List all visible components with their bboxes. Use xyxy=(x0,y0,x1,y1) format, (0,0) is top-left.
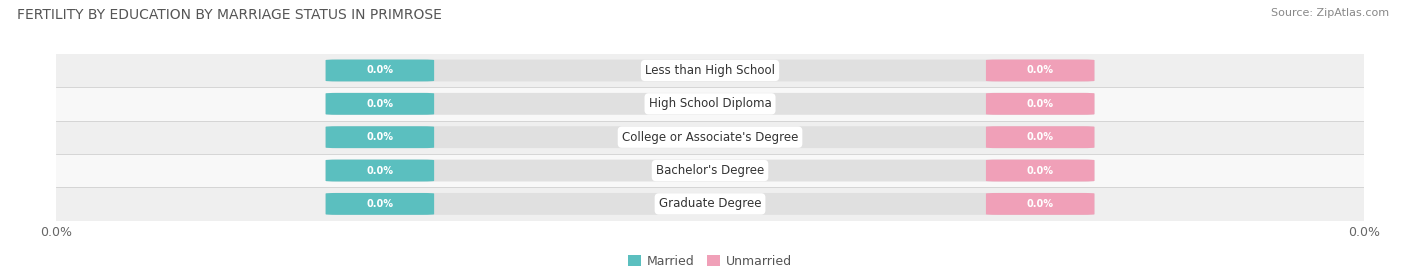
Text: Graduate Degree: Graduate Degree xyxy=(659,197,761,210)
FancyBboxPatch shape xyxy=(326,59,434,82)
Text: 0.0%: 0.0% xyxy=(367,199,394,209)
Bar xyxy=(56,54,1364,87)
FancyBboxPatch shape xyxy=(986,59,1094,82)
Text: Source: ZipAtlas.com: Source: ZipAtlas.com xyxy=(1271,8,1389,18)
FancyBboxPatch shape xyxy=(326,126,434,148)
FancyBboxPatch shape xyxy=(986,126,1094,148)
FancyBboxPatch shape xyxy=(986,93,1094,115)
FancyBboxPatch shape xyxy=(326,160,1094,182)
FancyBboxPatch shape xyxy=(326,160,434,182)
FancyBboxPatch shape xyxy=(326,193,434,215)
FancyBboxPatch shape xyxy=(326,93,434,115)
FancyBboxPatch shape xyxy=(326,59,1094,82)
Bar xyxy=(56,87,1364,121)
FancyBboxPatch shape xyxy=(326,126,1094,148)
FancyBboxPatch shape xyxy=(986,193,1094,215)
Text: FERTILITY BY EDUCATION BY MARRIAGE STATUS IN PRIMROSE: FERTILITY BY EDUCATION BY MARRIAGE STATU… xyxy=(17,8,441,22)
Text: 0.0%: 0.0% xyxy=(367,99,394,109)
FancyBboxPatch shape xyxy=(986,160,1094,182)
Text: 0.0%: 0.0% xyxy=(367,132,394,142)
Text: 0.0%: 0.0% xyxy=(1026,199,1053,209)
Text: Less than High School: Less than High School xyxy=(645,64,775,77)
Text: 0.0%: 0.0% xyxy=(367,165,394,176)
Text: High School Diploma: High School Diploma xyxy=(648,97,772,110)
Text: 0.0%: 0.0% xyxy=(1026,65,1053,76)
FancyBboxPatch shape xyxy=(326,193,1094,215)
Text: 0.0%: 0.0% xyxy=(1026,99,1053,109)
Text: 0.0%: 0.0% xyxy=(1026,165,1053,176)
Text: 0.0%: 0.0% xyxy=(1026,132,1053,142)
Text: College or Associate's Degree: College or Associate's Degree xyxy=(621,131,799,144)
Legend: Married, Unmarried: Married, Unmarried xyxy=(628,255,792,268)
Bar xyxy=(56,154,1364,187)
Bar xyxy=(56,121,1364,154)
Text: 0.0%: 0.0% xyxy=(367,65,394,76)
FancyBboxPatch shape xyxy=(326,93,1094,115)
Bar xyxy=(56,187,1364,221)
Text: Bachelor's Degree: Bachelor's Degree xyxy=(657,164,763,177)
